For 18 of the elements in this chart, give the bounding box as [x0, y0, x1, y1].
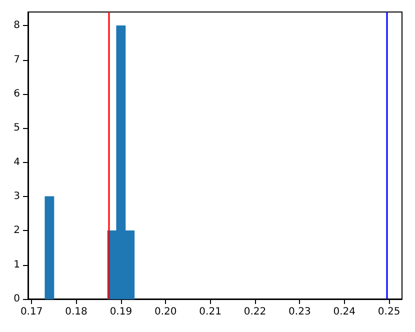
y-tick-label: 8 [14, 20, 20, 32]
x-tick-label: 0.19 [110, 306, 132, 318]
y-tick-label: 3 [14, 191, 20, 202]
x-tick-label: 0.21 [199, 306, 222, 318]
x-tick-label: 0.22 [244, 306, 266, 318]
x-tick-label: 0.17 [20, 306, 43, 318]
y-tick-label: 4 [14, 156, 20, 168]
y-tick-label: 7 [14, 54, 20, 66]
y-tick-label: 0 [14, 294, 20, 304]
x-tick-label: 0.18 [65, 306, 88, 318]
x-tick-label: 0.24 [333, 306, 356, 318]
x-tick-label: 0.23 [288, 306, 311, 318]
x-tick-label: 0.20 [154, 306, 177, 318]
y-tick-label: 1 [14, 259, 20, 270]
x-tick-label: 0.25 [378, 306, 400, 318]
y-tick-label: 2 [14, 225, 20, 236]
y-tick-label: 5 [14, 122, 20, 134]
y-tick-label: 6 [14, 88, 20, 100]
